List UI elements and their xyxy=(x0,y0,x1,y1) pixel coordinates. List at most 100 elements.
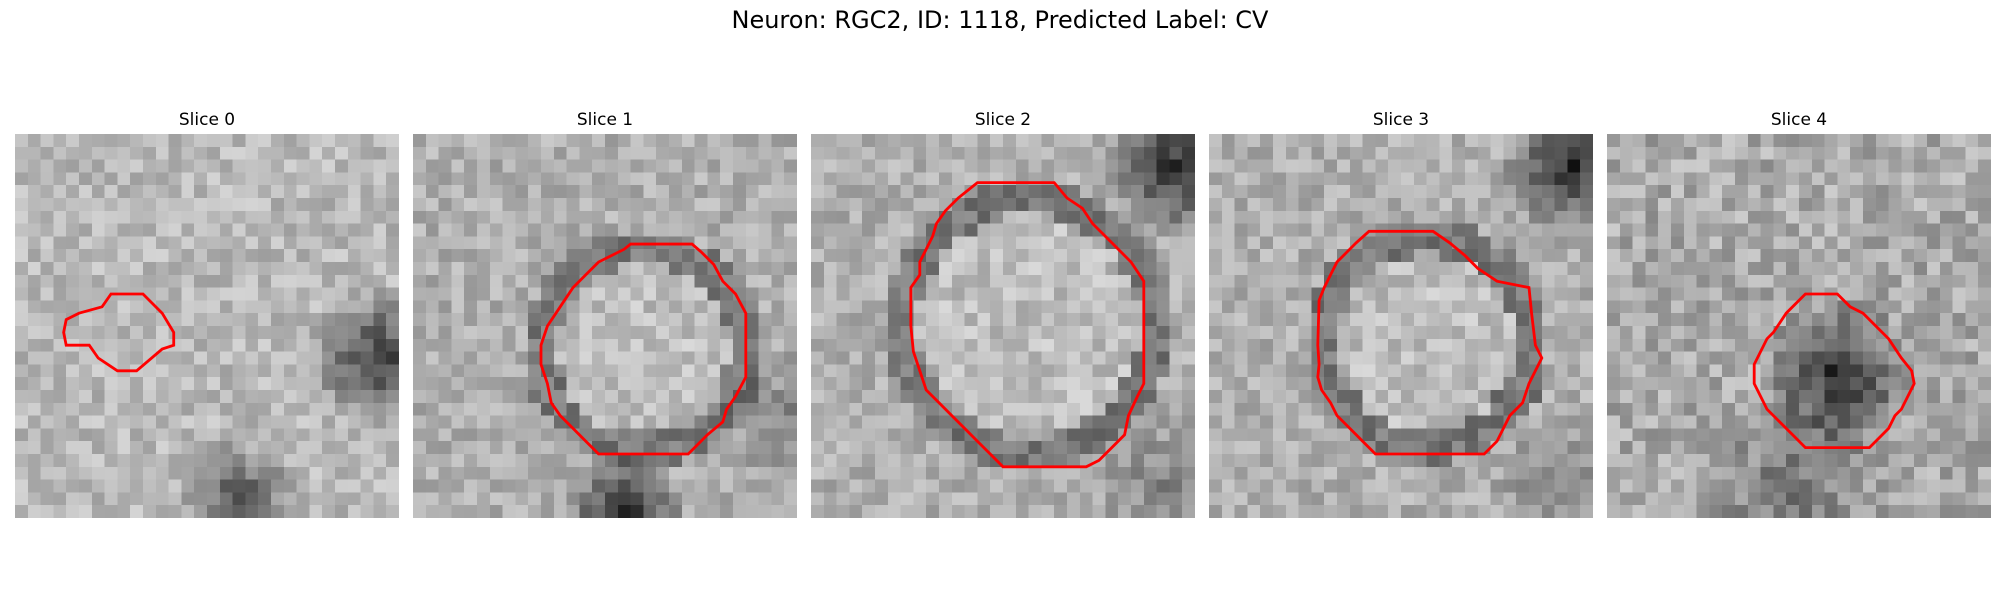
pixel xyxy=(1607,236,1621,250)
pixel xyxy=(1645,210,1659,224)
pixel xyxy=(617,415,631,429)
pixel xyxy=(656,274,670,288)
pixel xyxy=(1645,198,1659,212)
pixel xyxy=(1465,390,1479,404)
pixel xyxy=(541,479,555,493)
pixel xyxy=(836,479,850,493)
pixel xyxy=(1965,300,1979,314)
pixel xyxy=(1311,262,1325,276)
pixel xyxy=(117,300,131,314)
pixel xyxy=(630,210,644,224)
pixel xyxy=(1658,505,1672,518)
pixel xyxy=(1413,479,1427,493)
pixel xyxy=(1580,390,1593,404)
pixel xyxy=(758,390,772,404)
pixel xyxy=(425,351,439,365)
pixel xyxy=(1683,300,1697,314)
pixel xyxy=(155,428,169,442)
pixel xyxy=(1875,402,1889,416)
pixel xyxy=(413,364,427,378)
pixel xyxy=(1978,236,1991,250)
pixel xyxy=(1273,185,1287,199)
pixel xyxy=(656,466,670,480)
pixel xyxy=(1105,313,1119,327)
pixel xyxy=(386,300,399,314)
pixel xyxy=(939,287,953,301)
pixel xyxy=(566,210,580,224)
pixel xyxy=(451,210,465,224)
pixel xyxy=(862,492,876,506)
cell-outline xyxy=(909,181,1146,469)
pixel xyxy=(53,236,67,250)
pixel xyxy=(541,134,555,148)
pixel xyxy=(1298,313,1312,327)
pixel xyxy=(181,454,195,468)
pixel xyxy=(1143,313,1157,327)
pixel xyxy=(1901,146,1915,160)
pixel xyxy=(1863,454,1877,468)
pixel xyxy=(977,313,991,327)
pixel xyxy=(1567,210,1581,224)
pixel xyxy=(1632,287,1646,301)
pixel xyxy=(271,287,285,301)
pixel xyxy=(155,262,169,276)
pixel xyxy=(66,428,80,442)
pixel xyxy=(1952,274,1966,288)
pixel xyxy=(1439,454,1453,468)
pixel xyxy=(1722,479,1736,493)
pixel xyxy=(1683,479,1697,493)
pixel xyxy=(862,262,876,276)
pixel xyxy=(1978,351,1991,365)
pixel xyxy=(373,492,387,506)
pixel xyxy=(720,223,734,237)
pixel xyxy=(413,390,427,404)
pixel xyxy=(681,274,695,288)
pixel xyxy=(913,146,927,160)
pixel xyxy=(1978,466,1991,480)
pixel xyxy=(335,428,349,442)
pixel xyxy=(40,326,54,340)
pixel xyxy=(309,146,323,160)
pixel xyxy=(1875,223,1889,237)
pixel xyxy=(1607,377,1621,391)
pixel xyxy=(643,505,657,518)
pixel xyxy=(1722,134,1736,148)
pixel xyxy=(464,223,478,237)
pixel xyxy=(656,505,670,518)
pixel xyxy=(245,377,259,391)
pixel xyxy=(862,479,876,493)
pixel xyxy=(720,262,734,276)
pixel xyxy=(1671,210,1685,224)
pixel xyxy=(1324,146,1338,160)
pixel xyxy=(1811,326,1825,340)
pixel xyxy=(245,454,259,468)
pixel xyxy=(515,223,529,237)
pixel xyxy=(1143,300,1157,314)
pixel xyxy=(386,185,399,199)
pixel xyxy=(258,185,272,199)
pixel xyxy=(283,198,297,212)
pixel xyxy=(1760,223,1774,237)
pixel xyxy=(1875,134,1889,148)
pixel xyxy=(694,172,708,186)
pixel xyxy=(1015,466,1029,480)
pixel xyxy=(1722,326,1736,340)
pixel xyxy=(669,262,683,276)
pixel xyxy=(15,505,29,518)
pixel xyxy=(1824,134,1838,148)
pixel xyxy=(1760,172,1774,186)
pixel xyxy=(1516,287,1530,301)
pixel xyxy=(1477,172,1491,186)
pixel xyxy=(1914,159,1928,173)
pixel xyxy=(528,185,542,199)
pixel xyxy=(27,300,41,314)
pixel xyxy=(1811,146,1825,160)
pixel xyxy=(1554,415,1568,429)
pixel xyxy=(811,326,825,340)
pixel xyxy=(1041,146,1055,160)
pixel xyxy=(1888,300,1902,314)
pixel xyxy=(849,300,863,314)
pixel xyxy=(1863,300,1877,314)
pixel xyxy=(579,454,593,468)
pixel xyxy=(1786,249,1800,263)
